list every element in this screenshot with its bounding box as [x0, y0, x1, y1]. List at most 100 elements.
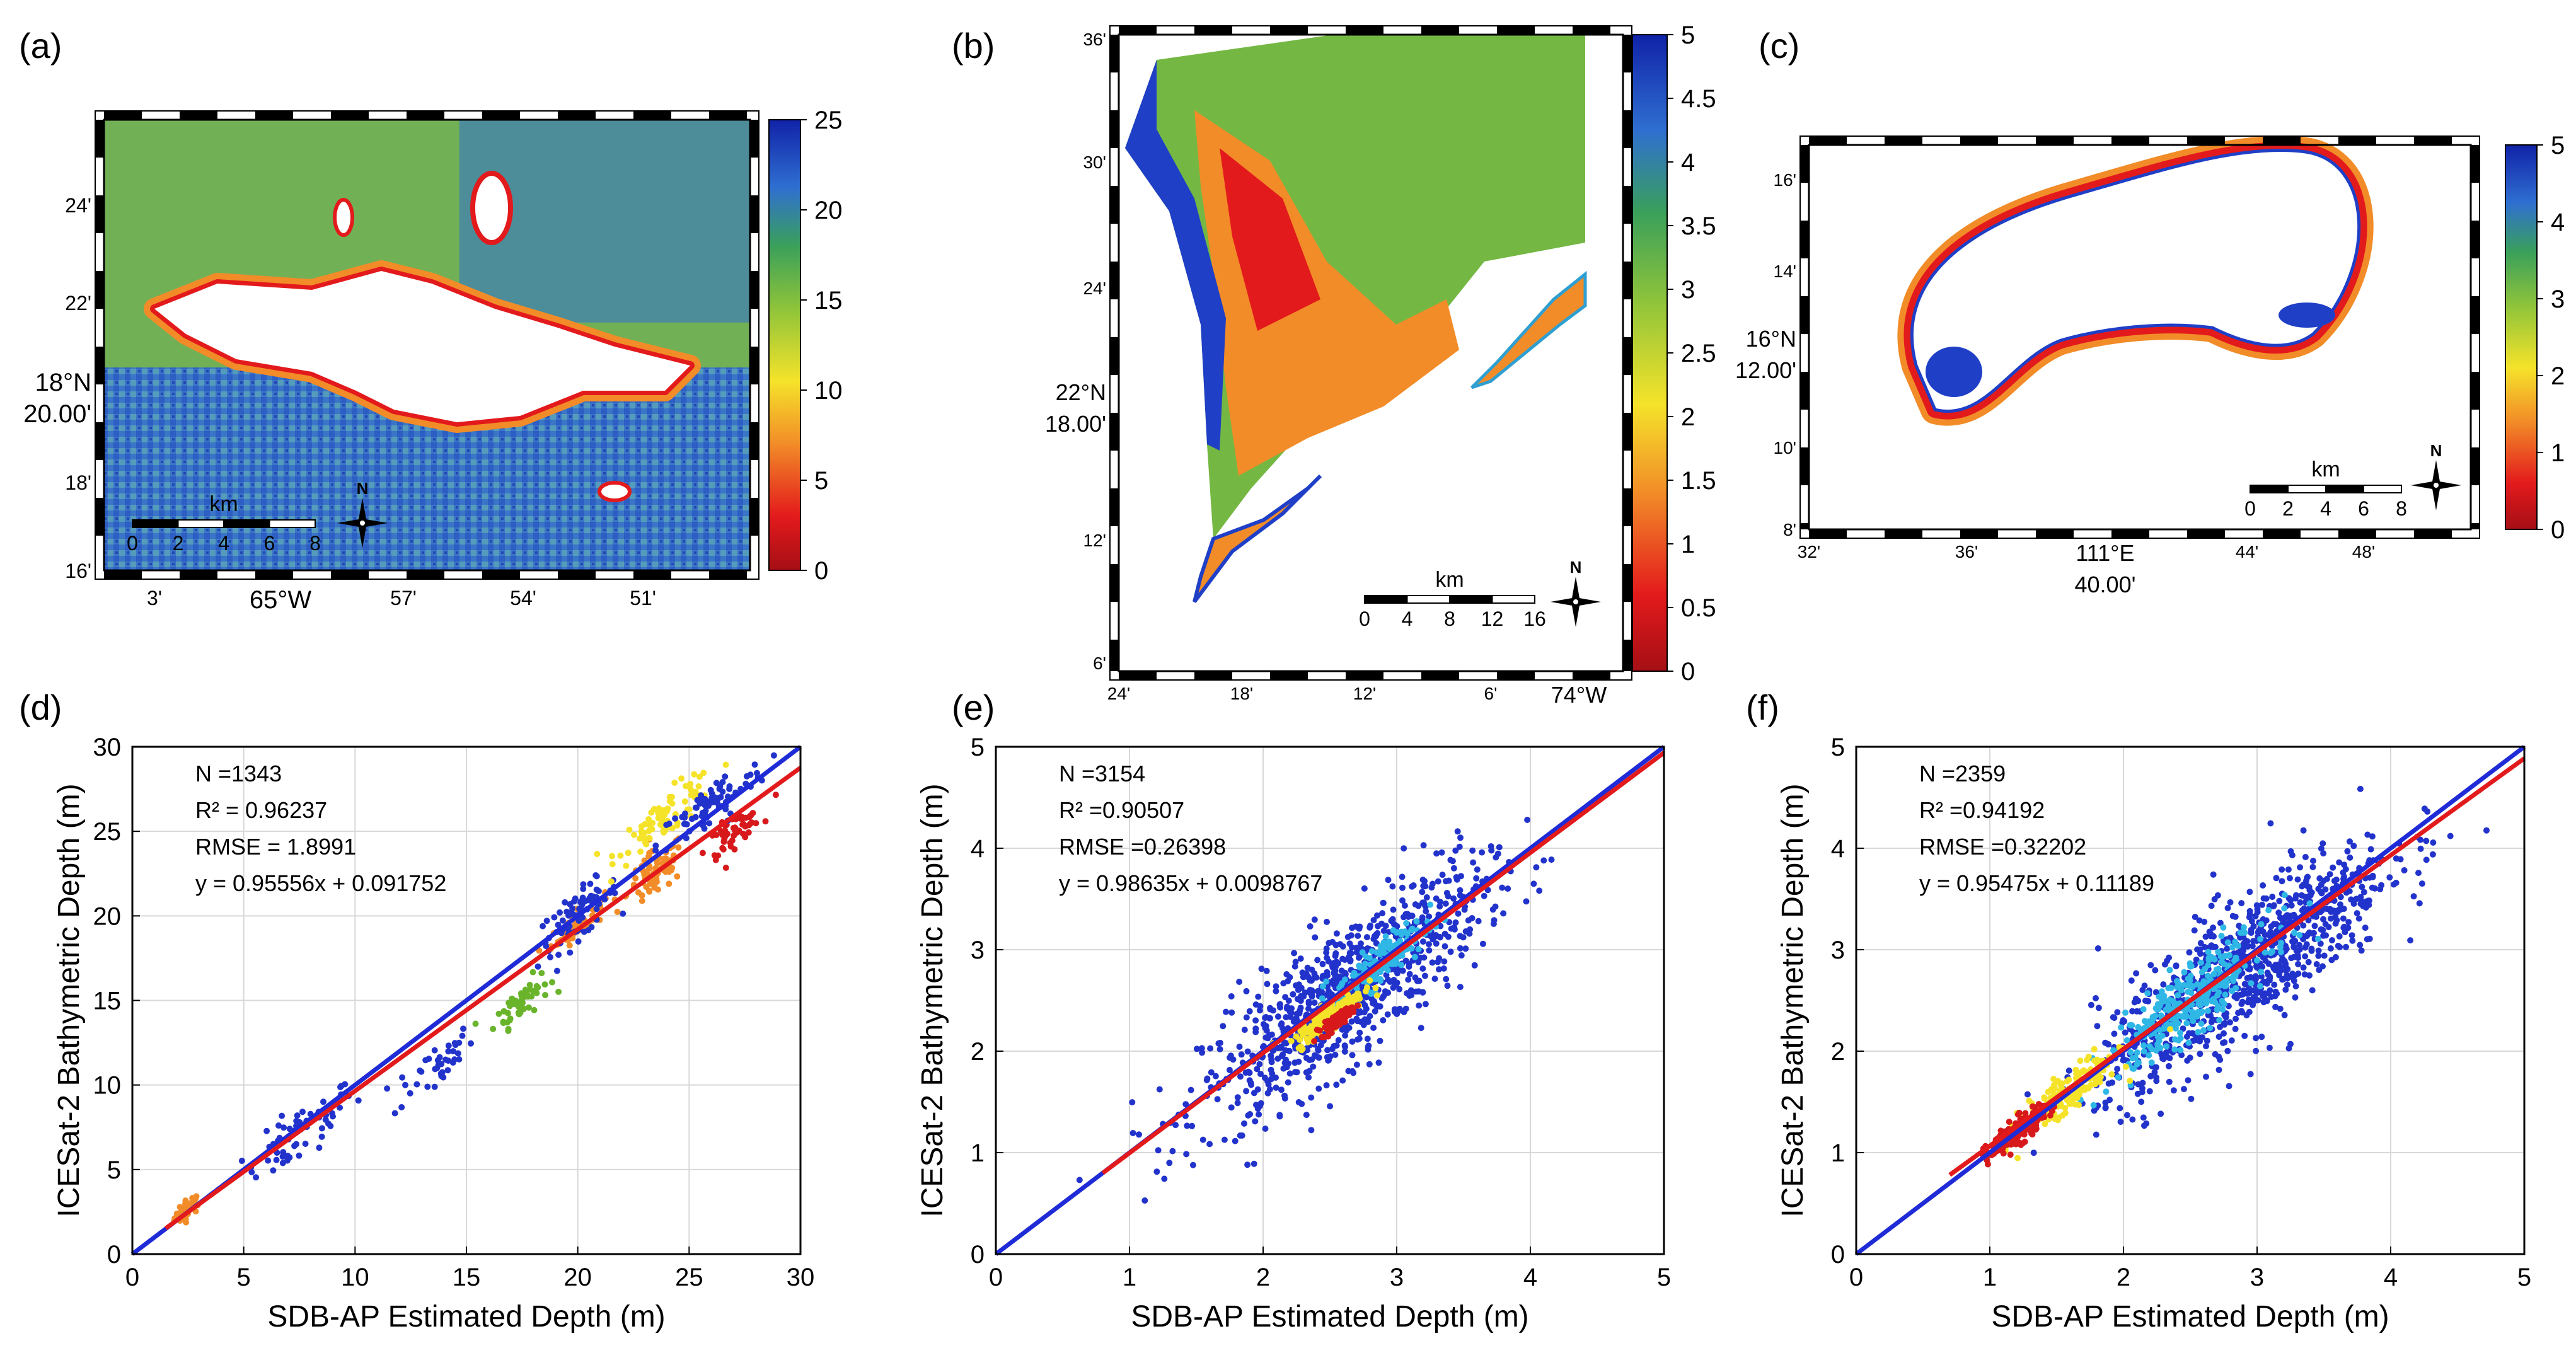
scatter-point — [1448, 925, 1455, 932]
scatter-point — [2354, 910, 2360, 917]
scatter-point — [424, 1083, 431, 1090]
scatter-point — [2316, 967, 2323, 974]
stat-line-d: R² = 0.96237 — [195, 797, 327, 823]
scatter-point — [2289, 852, 2296, 858]
scatter-point — [2216, 1017, 2223, 1023]
scatter-point — [2167, 1026, 2174, 1033]
scatter-point — [632, 875, 639, 882]
scatter-point — [1380, 928, 1387, 935]
scatter-point — [2271, 981, 2278, 988]
scatter-point — [1290, 991, 1297, 998]
scatter-point — [2115, 1074, 2122, 1081]
scatter-point — [1346, 1025, 1353, 1031]
scatter-point — [2134, 1090, 2141, 1097]
scatter-point — [1361, 1002, 1368, 1009]
scatter-point — [2045, 1088, 2052, 1095]
scatter-point — [325, 1120, 332, 1127]
y-tick-label: 3 — [1831, 936, 1845, 964]
scatter-point — [2284, 974, 2291, 981]
scatter-point — [2348, 932, 2355, 939]
scatter-point — [2069, 1093, 2076, 1100]
scatter-point — [2333, 876, 2340, 883]
scatter-point — [1241, 1120, 1247, 1127]
scatter-point — [1267, 1005, 1273, 1011]
scatter-point — [444, 1067, 451, 1074]
scatter-point — [1246, 1008, 1253, 1015]
scatter-point — [1268, 1031, 1275, 1038]
scatter-point — [1423, 894, 1430, 901]
scale-bar-seg — [1364, 595, 1408, 604]
scatter-point — [2248, 918, 2255, 924]
lat-tick-label: 6' — [1093, 654, 1106, 673]
scatter-point — [2337, 901, 2343, 908]
scatter-point — [2299, 883, 2306, 890]
x-axis-label-d: SDB-AP Estimated Depth (m) — [267, 1300, 665, 1333]
scatter-point — [286, 1154, 293, 1161]
scatter-point — [1324, 969, 1331, 976]
scatter-point — [2147, 1073, 2154, 1080]
scatter-point — [2240, 924, 2247, 931]
scatter-point — [1297, 1037, 1303, 1043]
map-c-border-seg — [1960, 136, 1998, 145]
scatter-point — [641, 871, 648, 878]
scatter-point — [1401, 1009, 1407, 1015]
scatter-point — [1548, 856, 1555, 863]
scatter-point — [722, 761, 729, 768]
scatter-point — [454, 1050, 461, 1057]
map-b-border-seg — [1573, 671, 1610, 680]
map-b-border-seg — [1110, 564, 1119, 602]
scatter-point — [2151, 1069, 2158, 1076]
scatter-point — [407, 1090, 413, 1097]
scatter-point — [2272, 988, 2279, 995]
map-b-border-seg — [1110, 640, 1119, 671]
scatter-point — [1237, 1073, 1244, 1080]
scatter-point — [2276, 897, 2283, 904]
scatter-point — [1455, 910, 1462, 917]
map-b-border-seg — [1421, 671, 1459, 680]
scatter-point — [1234, 1094, 1241, 1101]
map-a-islet — [598, 481, 632, 502]
scatter-point — [273, 1156, 280, 1163]
scatter-point — [2253, 1047, 2260, 1054]
scatter-point — [2416, 900, 2423, 907]
scatter-point — [2355, 915, 2362, 922]
scatter-point — [681, 821, 688, 827]
scatter-point — [1399, 967, 1406, 974]
scatter-point — [1326, 1057, 1332, 1064]
scatter-point — [1311, 974, 1318, 981]
lon-main-label: 65°W — [250, 586, 311, 614]
scatter-point — [2077, 1057, 2084, 1064]
scatter-point — [1287, 1013, 1294, 1020]
scatter-point — [2246, 966, 2253, 973]
colorbar-tick-label: 20 — [814, 197, 843, 224]
map-a-island — [154, 271, 690, 422]
scatter-point — [318, 1125, 325, 1132]
scatter-point — [2423, 838, 2430, 844]
scatter-point — [1419, 877, 1426, 883]
scatter-point — [2146, 1052, 2152, 1059]
scatter-point — [2222, 991, 2229, 998]
scatter-point — [2243, 1012, 2250, 1018]
scatter-point — [1308, 966, 1315, 973]
north-label-a: N — [357, 479, 369, 498]
scatter-point — [659, 814, 666, 821]
scatter-point — [2177, 1030, 2183, 1036]
scatter-point — [2185, 988, 2192, 995]
scatter-point — [2261, 978, 2267, 985]
scatter-point — [1264, 1090, 1271, 1097]
scatter-point — [1470, 859, 1477, 866]
scatter-point — [425, 1056, 432, 1063]
scatter-point — [1386, 938, 1393, 945]
scatter-point — [1189, 1161, 1196, 1168]
colorbar-tick-label: 4.5 — [1681, 85, 1716, 113]
scatter-point — [1380, 1017, 1387, 1023]
scatter-point — [595, 888, 602, 894]
scatter-point — [2429, 851, 2436, 858]
map-c-border-seg — [2471, 372, 2480, 410]
scatter-point — [555, 952, 562, 959]
scatter-point — [1435, 878, 1441, 885]
scatter-point — [654, 860, 661, 867]
scatter-point — [614, 909, 621, 915]
scatter-point — [1347, 957, 1354, 964]
scale-bar-seg — [2325, 485, 2364, 493]
